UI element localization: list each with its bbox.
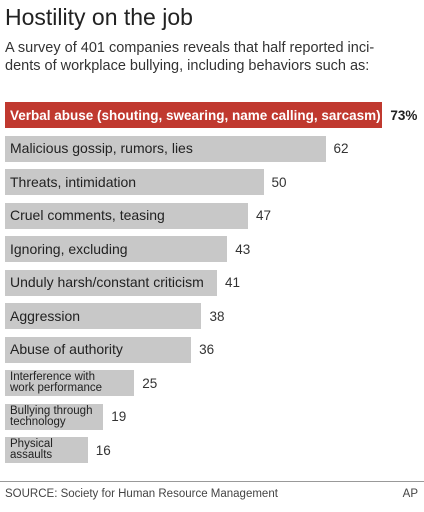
bar — [5, 202, 248, 229]
value-label: 41 — [224, 275, 240, 290]
value-label: 43 — [235, 241, 251, 257]
bar-label: Interference with work performance — [10, 371, 103, 394]
bar-label: Aggression — [10, 307, 81, 324]
bar — [5, 336, 192, 363]
value-label: 36 — [199, 342, 215, 357]
bar-label: Physical assaults — [10, 438, 53, 461]
subtitle: A survey of 401 companies reveals that h… — [5, 40, 375, 56]
value-label: 25 — [142, 375, 158, 391]
chart-title: Hostility on the job — [5, 4, 193, 30]
bar — [5, 169, 264, 195]
bar — [5, 370, 135, 396]
bar-label: Unduly harsh/constant criticism — [10, 274, 204, 290]
value-label: 47 — [255, 208, 272, 223]
bar-label: Ignoring, excluding — [10, 240, 128, 257]
bar-label: Threats, intimidation — [10, 173, 137, 190]
bar — [5, 236, 228, 262]
bar — [5, 269, 217, 296]
value-label: 19 — [111, 409, 127, 424]
source: SOURCE: Society for Human Resource Manag… — [5, 488, 278, 500]
credit: AP — [402, 488, 418, 500]
value-label: 73% — [390, 107, 418, 123]
bar — [5, 303, 202, 329]
value-label: 38 — [209, 308, 225, 324]
value-label: 50 — [271, 174, 287, 190]
bar-label: Bullying through technology — [10, 404, 93, 428]
bar-label: Cruel comments, teasing — [10, 207, 165, 223]
value-label: 16 — [95, 442, 111, 458]
bar — [5, 135, 326, 162]
subtitle: dents of workplace bullying, including b… — [5, 58, 370, 74]
bar-label: Verbal abuse (shouting, swearing, name c… — [10, 107, 381, 123]
bar — [5, 102, 383, 128]
bar-label: Abuse of authority — [10, 341, 123, 357]
divider — [0, 481, 424, 482]
value-label: 62 — [333, 141, 349, 156]
bar-label: Malicious gossip, rumors, lies — [10, 140, 193, 156]
bar — [5, 403, 104, 430]
bar — [5, 437, 88, 463]
